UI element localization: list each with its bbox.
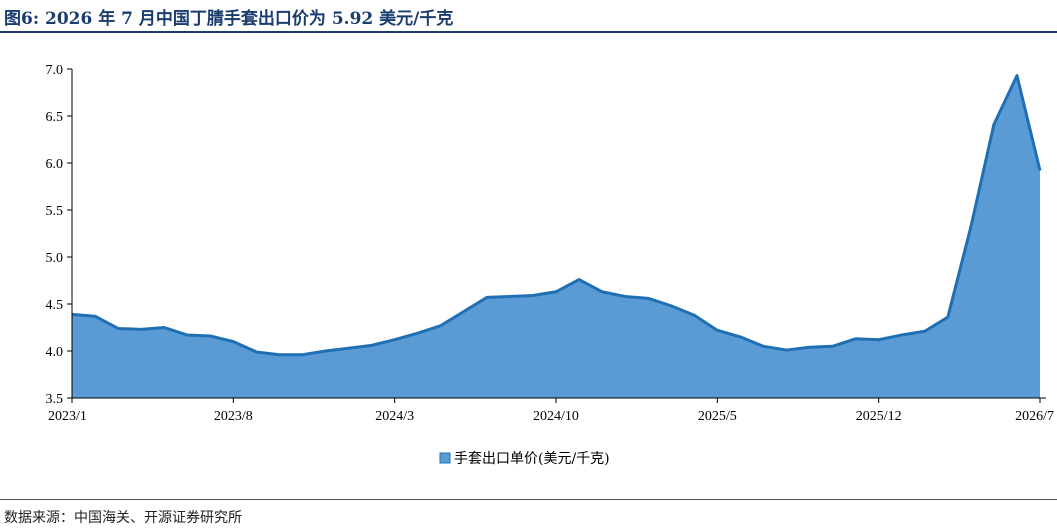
x-tick-label: 2026/7 xyxy=(1015,409,1054,424)
x-axis: 2023/1 2023/8 2024/3 2024/10 2025/5 2025/12 20… xyxy=(48,397,1054,424)
figure-title: 图6: 2026 年 7 月中国丁腈手套出口价为 5.92 美元/千克 xyxy=(4,9,454,29)
y-tick-label: 7.0 xyxy=(46,63,64,78)
series-area xyxy=(72,75,1040,398)
y-tick-label: 3.5 xyxy=(46,392,64,407)
x-tick-label: 2023/8 xyxy=(214,409,253,424)
area-chart: 3.54.04.55.05.56.06.57.0 2023/1 2023/8 202… xyxy=(46,63,1055,467)
plot-area xyxy=(71,74,1042,398)
series-line xyxy=(71,74,1042,357)
y-tick-label: 4.0 xyxy=(46,345,64,360)
legend-swatch xyxy=(439,452,451,464)
x-tick-label: 2025/12 xyxy=(856,409,902,424)
source-note: 数据来源：中国海关、开源证券研究所 xyxy=(4,510,242,526)
title-divider xyxy=(0,31,1057,33)
y-tick-label: 6.0 xyxy=(46,157,64,172)
x-tick-label: 2024/10 xyxy=(533,409,579,424)
y-tick-label: 5.0 xyxy=(46,251,64,266)
legend-label: 手套出口单价(美元/千克) xyxy=(454,451,610,467)
y-tick-label: 5.5 xyxy=(46,204,64,219)
y-tick-label: 6.5 xyxy=(46,110,64,125)
x-tick-label: 2024/3 xyxy=(375,409,414,424)
footer-divider xyxy=(0,499,1057,500)
x-tick-label: 2025/5 xyxy=(698,409,737,424)
y-tick-label: 4.5 xyxy=(46,298,64,313)
y-axis: 3.5 4.0 4.5 5.0 5.5 6.0 6.5 7.0 xyxy=(46,63,73,407)
legend: 手套出口单价(美元/千克) xyxy=(439,451,610,467)
x-tick-label: 2023/1 xyxy=(48,409,87,424)
